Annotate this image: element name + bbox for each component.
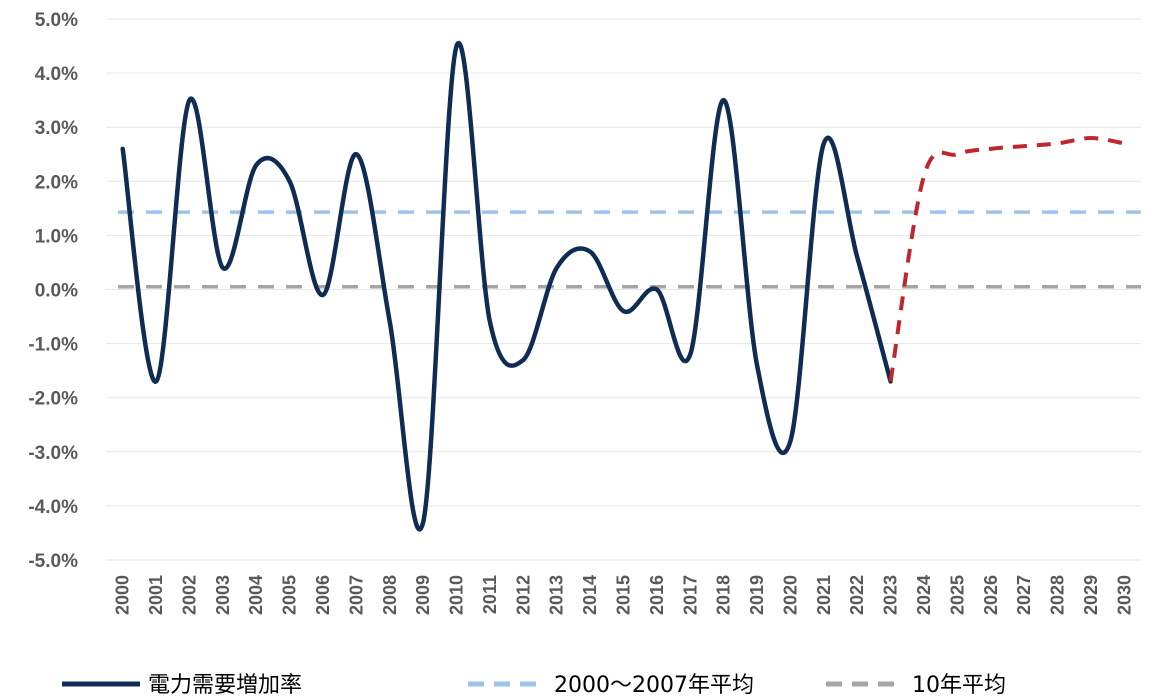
legend-label-demand-growth: 電力需要増加率 <box>148 673 302 698</box>
x-tick-label: 2008 <box>380 575 400 615</box>
x-tick-label: 2029 <box>1081 575 1101 615</box>
y-tick-label: 1.0% <box>35 226 78 247</box>
x-tick-label: 2002 <box>179 575 199 615</box>
x-tick-label: 2006 <box>313 575 333 615</box>
x-tick-label: 2007 <box>346 575 366 615</box>
x-tick-label: 2013 <box>547 575 567 615</box>
x-tick-label: 2027 <box>1014 575 1034 615</box>
series-demand-growth <box>120 40 893 532</box>
x-tick-label: 2030 <box>1114 575 1134 615</box>
x-axis-tick-labels: 2000 2001 2002 2003 2004 2005 2006 2007 2008 2009… <box>113 575 1135 615</box>
x-tick-label: 2014 <box>580 575 600 615</box>
y-axis-tick-labels: 5.0% 4.0% 3.0% 2.0% 1.0% 0.0% -1.0% -2.0% -3.0% -… <box>28 10 78 572</box>
legend-label-2000-2007-average: 2000〜2007年平均 <box>554 673 754 698</box>
x-tick-label: 2000 <box>113 575 133 615</box>
y-tick-label: 5.0% <box>35 10 78 31</box>
y-tick-label: -4.0% <box>28 497 78 518</box>
x-tick-label: 2020 <box>780 575 800 615</box>
x-tick-label: 2024 <box>914 575 934 615</box>
x-tick-label: 2005 <box>280 575 300 615</box>
x-tick-label: 2003 <box>213 575 233 615</box>
y-tick-label: 4.0% <box>35 64 78 85</box>
y-tick-label: 2.0% <box>35 172 78 193</box>
y-tick-label: -3.0% <box>28 443 78 464</box>
x-tick-label: 2023 <box>881 575 901 615</box>
y-tick-label: -5.0% <box>28 551 78 572</box>
x-tick-label: 2016 <box>647 575 667 615</box>
x-tick-label: 2018 <box>714 575 734 615</box>
x-tick-label: 2012 <box>513 575 533 615</box>
y-tick-label: 3.0% <box>35 118 78 139</box>
series-forecast <box>888 136 1125 382</box>
y-tick-label: -1.0% <box>28 335 78 356</box>
x-tick-label: 2021 <box>814 575 834 615</box>
x-tick-label: 2019 <box>747 575 767 615</box>
gridlines <box>106 18 1141 561</box>
x-tick-label: 2017 <box>680 575 700 615</box>
legend-item-10-year-average: 10年平均 <box>826 673 1006 698</box>
legend: 電力需要増加率 2000〜2007年平均 10年平均 <box>62 673 1006 698</box>
legend-item-2000-2007-average: 2000〜2007年平均 <box>468 673 754 698</box>
x-tick-label: 2015 <box>614 575 634 615</box>
legend-item-demand-growth: 電力需要増加率 <box>62 673 302 698</box>
y-tick-label: -2.0% <box>28 389 78 410</box>
x-tick-label: 2028 <box>1048 575 1068 615</box>
legend-label-10-year-average: 10年平均 <box>912 673 1006 698</box>
series-lines <box>118 40 1141 532</box>
x-tick-label: 2009 <box>413 575 433 615</box>
x-tick-label: 2001 <box>146 575 166 615</box>
x-tick-label: 2022 <box>847 575 867 615</box>
x-tick-label: 2011 <box>480 575 500 614</box>
y-tick-label: 0.0% <box>35 281 78 302</box>
x-tick-label: 2025 <box>947 575 967 615</box>
x-tick-label: 2026 <box>981 575 1001 615</box>
x-tick-label: 2004 <box>246 575 266 615</box>
x-tick-label: 2010 <box>447 575 467 615</box>
